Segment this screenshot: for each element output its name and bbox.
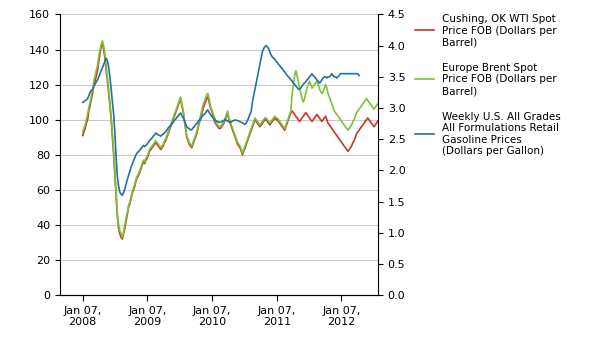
Legend: Cushing, OK WTI Spot
Price FOB (Dollars per
Barrel), Europe Brent Spot
Price FOB: Cushing, OK WTI Spot Price FOB (Dollars … bbox=[415, 14, 561, 157]
